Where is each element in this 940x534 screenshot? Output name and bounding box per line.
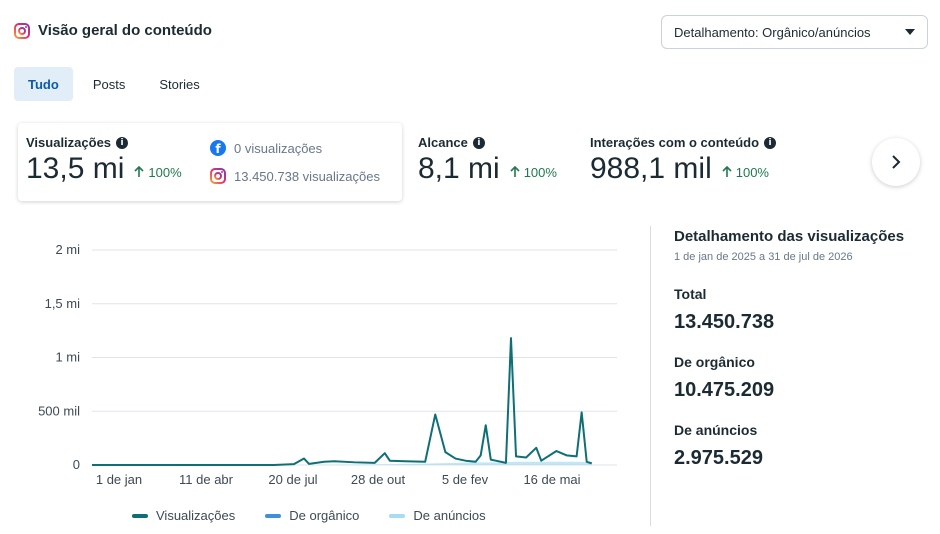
views-trend-value: 100% (148, 164, 182, 180)
views-label: Visualizações (26, 135, 112, 150)
organic-value: 10.475.209 (674, 379, 775, 401)
x-tick-label: 28 de out (351, 472, 406, 487)
chart-svg: 2 mi 1,5 mi 1 mi 500 mil 0 1 de jan 11 de abr 2… (38, 242, 617, 487)
breakdown-dropdown[interactable]: Detalhamento: Orgânico/anúncios (661, 15, 928, 49)
arrow-up-icon (510, 166, 520, 177)
y-tick-label: 500 mil (38, 403, 80, 418)
tab-tudo[interactable]: Tudo (14, 67, 73, 101)
facebook-views: 0 visualizações (234, 140, 323, 156)
facebook-views-row: f 0 visualizações (210, 140, 322, 156)
legend-label: Visualizações (156, 508, 236, 523)
x-tick-label: 5 de fev (442, 472, 489, 487)
series-views-line (92, 337, 593, 466)
y-tick-label: 1,5 mi (45, 296, 81, 311)
legend-swatch (389, 513, 406, 518)
y-tick-label: 2 mi (55, 242, 80, 257)
legend-label: De orgânico (289, 508, 360, 523)
views-trend: 100% (134, 164, 182, 180)
facebook-icon: f (210, 140, 226, 156)
x-tick-label: 20 de jul (268, 472, 317, 487)
series-ads-area (92, 461, 592, 465)
y-tick-label: 0 (73, 457, 80, 472)
legend-item-ads[interactable]: De anúncios (389, 508, 486, 523)
tab-posts[interactable]: Posts (92, 76, 126, 92)
info-icon[interactable]: i (116, 136, 129, 149)
total-value: 13.450.738 (674, 311, 775, 333)
breakdown-date-range: 1 de jan de 2025 a 31 de jul de 2026 (674, 251, 853, 263)
interactions-label: Interações com o conteúdo (590, 135, 760, 150)
content-tabs: Tudo Posts Stories (14, 67, 214, 101)
views-chart: 2 mi 1,5 mi 1 mi 500 mil 0 1 de jan 11 de abr 2… (0, 230, 640, 530)
reach-label: Alcance (418, 135, 468, 150)
interactions-trend-value: 100% (735, 164, 769, 180)
instagram-icon (210, 168, 226, 184)
breakdown-panel: Detalhamento das visualizações 1 de jan … (674, 228, 905, 469)
next-button[interactable] (872, 138, 920, 186)
page-title: Visão geral do conteúdo (38, 22, 212, 39)
reach-trend-value: 100% (523, 164, 557, 180)
info-icon[interactable]: i (764, 136, 777, 149)
legend-swatch (132, 513, 148, 518)
reach-trend: 100% (510, 165, 557, 180)
views-card[interactable]: Visualizações i 13,5 mi 100% f 0 visuali… (18, 123, 402, 201)
tab-stories[interactable]: Stories (159, 76, 200, 92)
x-tick-label: 1 de jan (96, 472, 142, 487)
instagram-views: 13.450.738 visualizações (234, 168, 380, 184)
legend-item-views[interactable]: Visualizações (132, 508, 235, 523)
breakdown-title: Detalhamento das visualizações (674, 228, 905, 245)
views-label-row: Visualizações i (26, 135, 182, 150)
chart-legend: Visualizações De orgânico De anúncios (132, 508, 486, 523)
legend-swatch (265, 513, 282, 518)
ads-label: De anúncios (674, 422, 758, 438)
instagram-views-row: 13.450.738 visualizações (210, 168, 380, 184)
chevron-right-icon (892, 155, 901, 169)
interactions-metric: Interações com o conteúdo i 988,1 mil 10… (590, 135, 777, 186)
reach-value: 8,1 mi (418, 152, 500, 185)
arrow-up-icon (134, 166, 144, 177)
dropdown-label: Detalhamento: Orgânico/anúncios (674, 24, 871, 40)
info-icon[interactable]: i (472, 136, 485, 149)
legend-item-organic[interactable]: De orgânico (265, 508, 359, 523)
page-header: Visão geral do conteúdo (14, 22, 212, 39)
interactions-value: 988,1 mil (590, 152, 712, 185)
x-tick-label: 16 de mai (523, 472, 580, 487)
organic-label: De orgânico (674, 354, 755, 370)
caret-down-icon (905, 29, 915, 35)
divider (650, 226, 651, 526)
instagram-icon (14, 22, 30, 39)
reach-metric: Alcance i 8,1 mi 100% (418, 135, 557, 186)
interactions-trend: 100% (722, 165, 769, 180)
legend-label: De anúncios (413, 508, 486, 523)
arrow-up-icon (722, 166, 732, 177)
ads-value: 2.975.529 (674, 447, 763, 469)
total-label: Total (674, 286, 707, 302)
y-tick-label: 1 mi (55, 350, 80, 365)
x-tick-label: 11 de abr (179, 472, 234, 487)
views-value: 13,5 mi (26, 152, 125, 185)
